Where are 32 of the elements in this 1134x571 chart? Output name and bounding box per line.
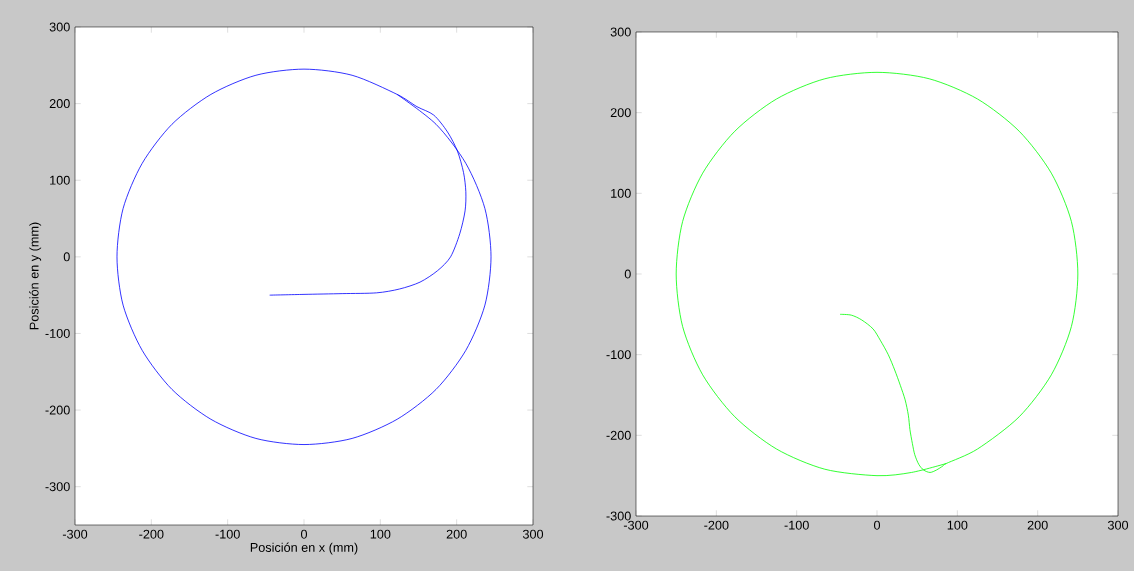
x-tick-label: -100 (215, 529, 240, 539)
x-tick-label: 0 (873, 520, 881, 530)
y-tick-label: -200 (606, 430, 631, 440)
y-tick-label: 100 (611, 188, 631, 198)
y-tick-label: -200 (45, 405, 70, 415)
y-tick-label: 200 (49, 99, 70, 109)
x-tick-label: -300 (623, 520, 649, 530)
line-series (675, 71, 1079, 477)
y-tick-label: 100 (50, 175, 70, 185)
x-tick-label: 100 (370, 529, 391, 539)
x-tick-label: -300 (62, 529, 88, 539)
y-tick-label: 200 (610, 108, 631, 118)
y-tick-label: 300 (49, 22, 70, 32)
line-series (116, 68, 492, 445)
x-tick-label: -100 (784, 520, 809, 530)
x-tick-label: 200 (446, 529, 467, 539)
y-tick-label: -100 (45, 328, 70, 338)
y-tick-label: 300 (610, 27, 631, 37)
x-tick-label: 300 (1107, 520, 1129, 530)
y-tick-label: -100 (606, 350, 631, 360)
x-tick-label: 100 (947, 520, 968, 530)
y-axis-title: Posición en y (mm) (29, 222, 42, 330)
x-axis-title: Posición en x (mm) (250, 542, 358, 555)
x-tick-label: 300 (522, 529, 544, 539)
y-tick-label: 0 (63, 252, 70, 262)
y-tick-label: -300 (606, 511, 631, 521)
x-tick-label: -200 (704, 520, 729, 530)
x-tick-label: 200 (1027, 520, 1048, 530)
y-tick-label: -300 (45, 482, 70, 492)
x-tick-label: 0 (300, 529, 308, 539)
x-tick-label: -200 (139, 529, 164, 539)
y-tick-label: 0 (624, 269, 631, 279)
